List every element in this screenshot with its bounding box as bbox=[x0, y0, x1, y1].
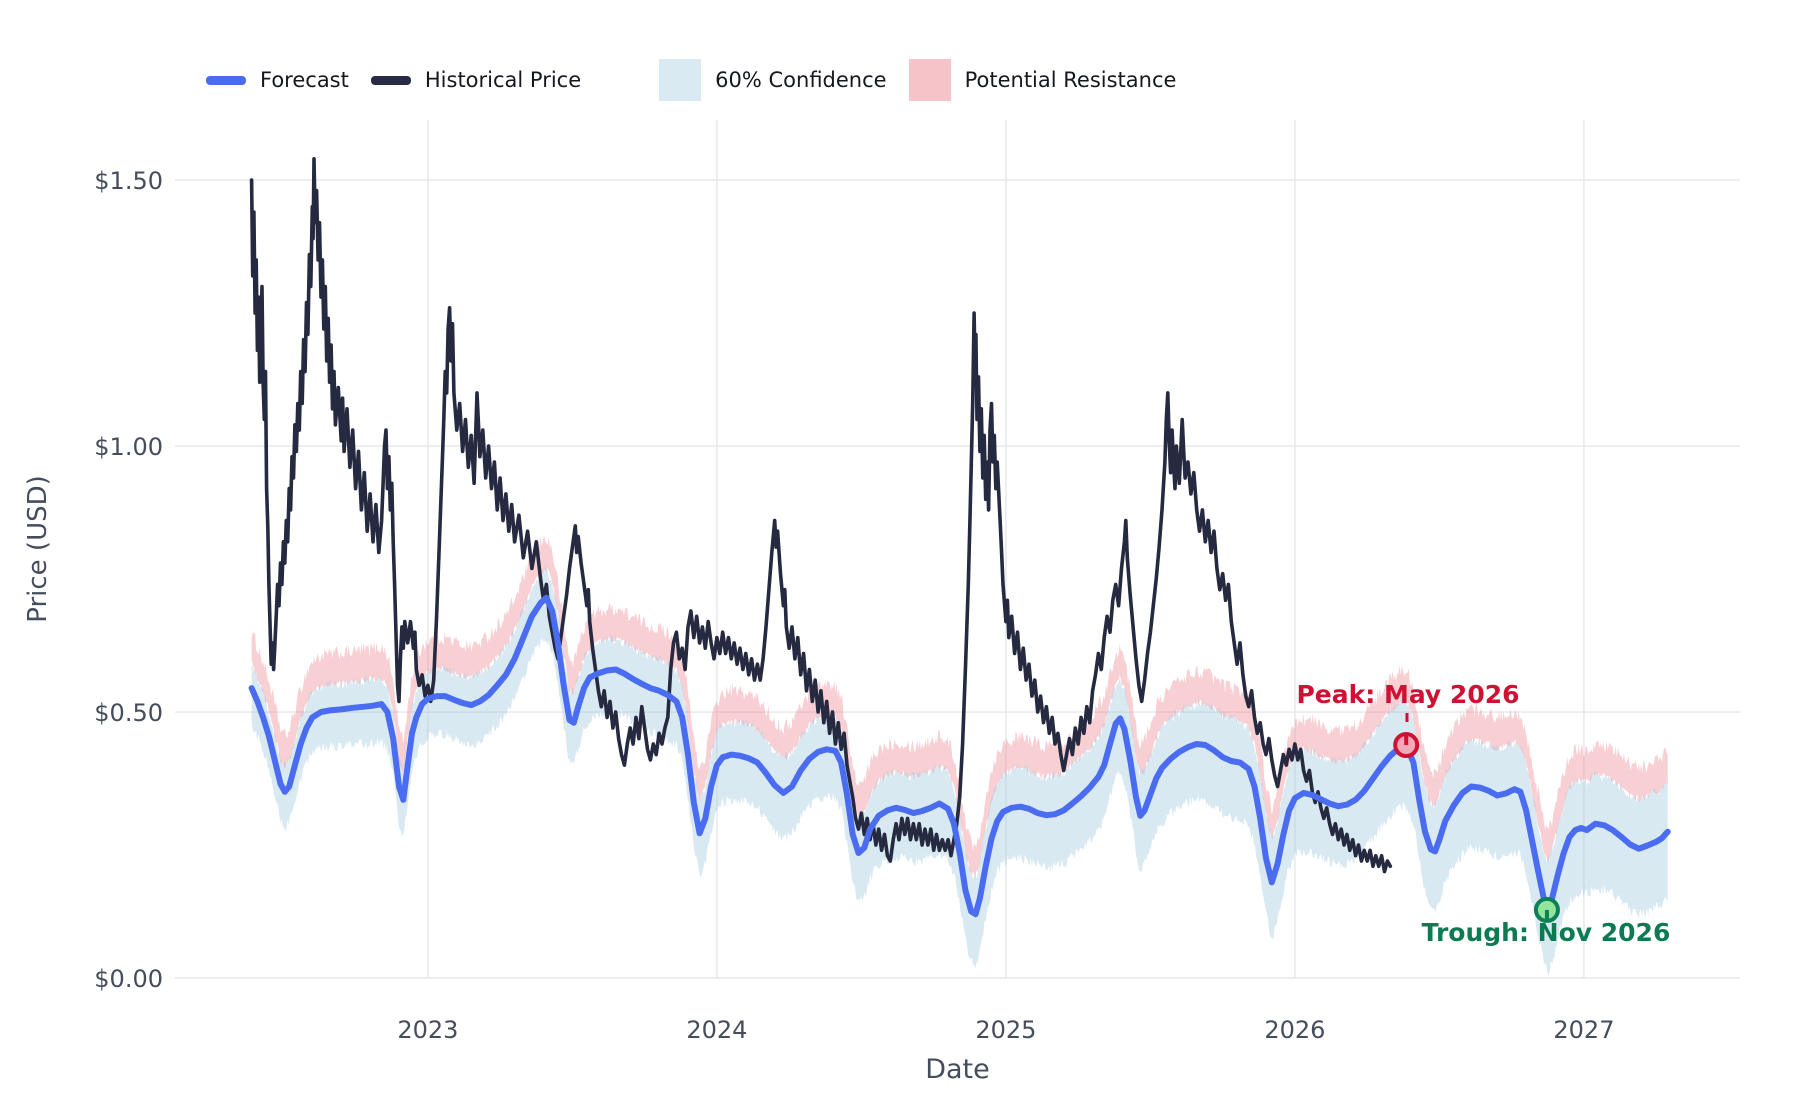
legend-label-forecast: Forecast bbox=[260, 68, 349, 92]
confidence-band bbox=[251, 565, 1668, 976]
peak-annotation: Peak: May 2026 bbox=[1296, 680, 1519, 709]
legend-swatch-historical bbox=[370, 75, 411, 85]
x-tick-label: 2027 bbox=[1553, 1016, 1614, 1044]
x-tick-label: 2026 bbox=[1264, 1016, 1325, 1044]
legend-item-resistance[interactable]: Potential Resistance bbox=[908, 59, 1177, 101]
x-axis-title: Date bbox=[925, 1054, 990, 1085]
y-axis-title: Price (USD) bbox=[23, 475, 53, 623]
x-tick-label: 2025 bbox=[975, 1016, 1036, 1044]
series-historical-price bbox=[249, 157, 1393, 874]
y-tick-label: $1.50 bbox=[94, 167, 163, 195]
legend-item-historical[interactable]: Historical Price bbox=[370, 68, 582, 92]
legend-label-resistance: Potential Resistance bbox=[964, 68, 1177, 92]
y-tick-label: $0.00 bbox=[94, 965, 163, 993]
x-tick-label: 2024 bbox=[686, 1016, 747, 1044]
x-tick-label: 2023 bbox=[397, 1016, 458, 1044]
legend-item-confidence[interactable]: 60% Confidence bbox=[659, 59, 887, 101]
series-forecast bbox=[248, 594, 1671, 918]
legend-swatch-forecast bbox=[206, 75, 246, 85]
y-tick-label: $1.00 bbox=[94, 433, 163, 461]
legend-label-confidence: 60% Confidence bbox=[715, 68, 887, 92]
legend-label-historical: Historical Price bbox=[424, 68, 582, 92]
trough-annotation: Trough: Nov 2026 bbox=[1422, 918, 1671, 947]
resistance-band bbox=[251, 535, 1668, 880]
legend-item-forecast[interactable]: Forecast bbox=[206, 68, 349, 92]
y-tick-label: $0.50 bbox=[94, 699, 163, 727]
legend-swatch-resistance bbox=[908, 59, 951, 101]
legend-swatch-confidence bbox=[659, 59, 702, 101]
legend: Forecast Historical Price 60% Confidence Po… bbox=[206, 58, 1176, 102]
